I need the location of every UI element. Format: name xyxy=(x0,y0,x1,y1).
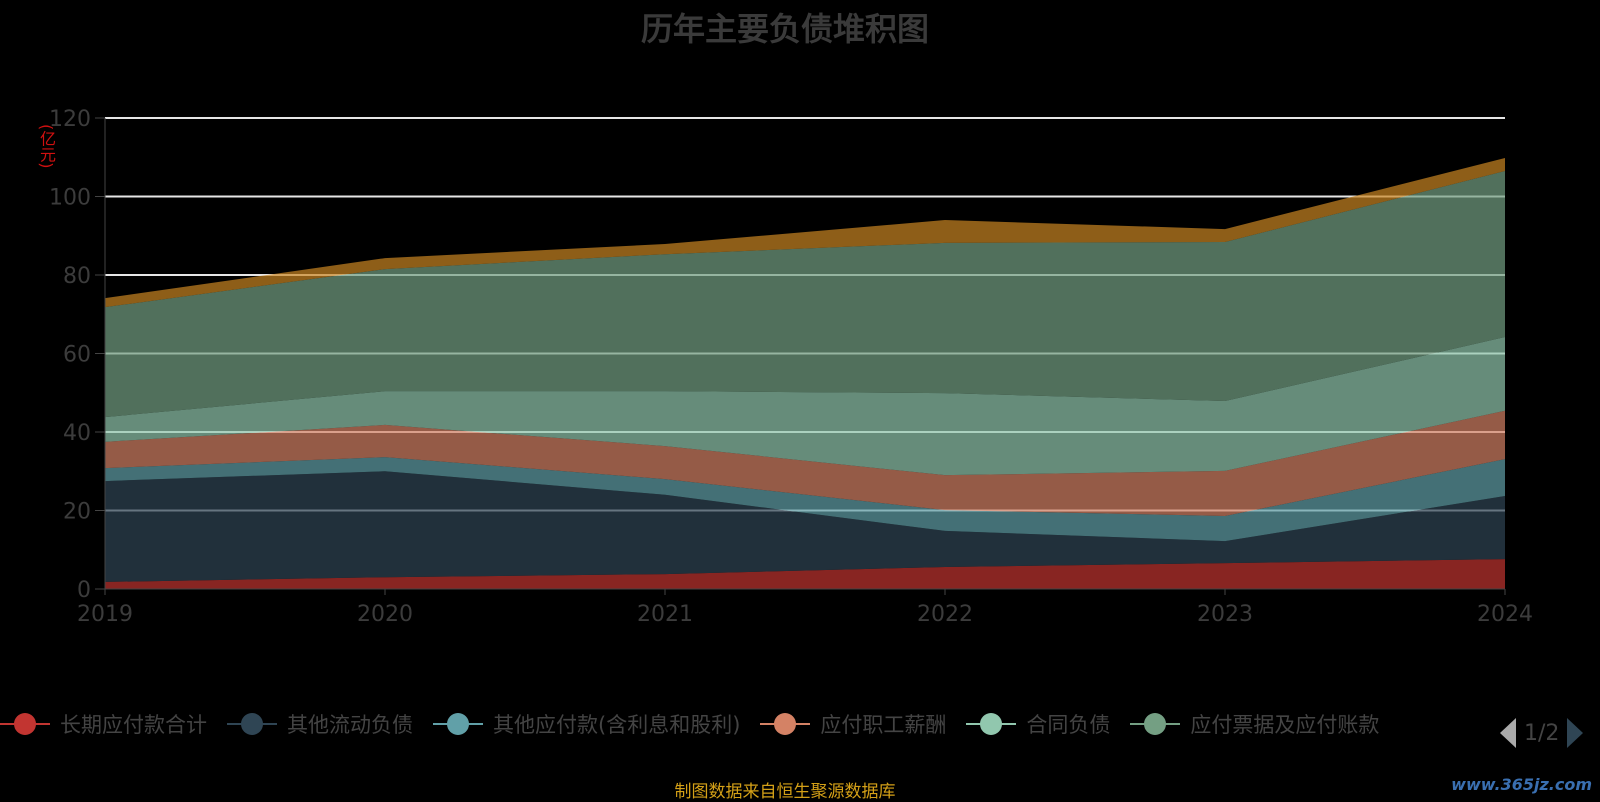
legend-label: 应付票据及应付账款 xyxy=(1190,713,1380,737)
area-series-6 xyxy=(105,158,1505,308)
legend: 长期应付款合计 其他流动负债 其他应付款(含利息和股利) 应付职工薪酬 合同负债 应付票据… xyxy=(0,706,1399,742)
legend-marker-icon xyxy=(1130,712,1181,736)
legend-prev-page-icon[interactable] xyxy=(1500,718,1516,748)
x-tick-label: 2022 xyxy=(917,602,973,627)
y-tick-label: 120 xyxy=(49,107,91,132)
legend-label: 长期应付款合计 xyxy=(60,713,207,737)
x-tick-label: 2021 xyxy=(637,602,693,627)
x-tick-label: 2024 xyxy=(1477,602,1533,627)
legend-page-number: 1/2 xyxy=(1524,720,1560,746)
x-tick-label: 2023 xyxy=(1197,602,1253,627)
y-tick-label: 40 xyxy=(63,421,91,446)
area-series-3 xyxy=(105,410,1505,516)
legend-marker-icon xyxy=(760,712,811,736)
legend-label: 其他流动负债 xyxy=(287,713,413,737)
chart-title: 历年主要负债堆积图 xyxy=(640,10,929,48)
y-tick-label: 0 xyxy=(77,578,91,603)
watermark: www.365jz.com xyxy=(1451,775,1592,794)
legend-label: 合同负债 xyxy=(1026,713,1111,737)
legend-item[interactable]: 其他应付款(含利息和股利) xyxy=(433,709,740,739)
legend-marker-icon xyxy=(0,712,50,736)
legend-label: 其他应付款(含利息和股利) xyxy=(493,713,741,737)
area-series-5 xyxy=(105,170,1505,418)
legend-label: 应付职工薪酬 xyxy=(820,713,947,737)
legend-item[interactable]: 长期应付款合计 xyxy=(0,709,207,739)
area-series-2 xyxy=(105,457,1505,542)
legend-marker-icon xyxy=(433,712,483,736)
y-axis-unit: (亿元) xyxy=(37,124,56,169)
area-series-0 xyxy=(105,559,1505,589)
legend-item[interactable]: 其他流动负债 xyxy=(227,709,413,739)
area-series-1 xyxy=(105,471,1505,582)
legend-item[interactable]: 应付职工薪酬 xyxy=(760,709,946,739)
legend-pager: 1/2 xyxy=(1500,718,1584,748)
x-tick-label: 2020 xyxy=(357,602,413,627)
y-tick-label: 100 xyxy=(49,186,91,211)
legend-item[interactable]: 应付票据及应付账款 xyxy=(1130,709,1379,739)
legend-marker-icon xyxy=(966,712,1017,736)
y-tick-label: 80 xyxy=(63,264,91,289)
area-series-4 xyxy=(105,337,1505,476)
legend-marker-icon xyxy=(227,712,277,736)
y-tick-label: 60 xyxy=(63,343,91,368)
y-tick-label: 20 xyxy=(63,500,91,525)
legend-item[interactable]: 合同负债 xyxy=(966,709,1110,739)
legend-next-page-icon[interactable] xyxy=(1567,718,1584,748)
x-tick-label: 2019 xyxy=(77,602,133,627)
data-source-note: 制图数据来自恒生聚源数据库 xyxy=(674,782,896,802)
